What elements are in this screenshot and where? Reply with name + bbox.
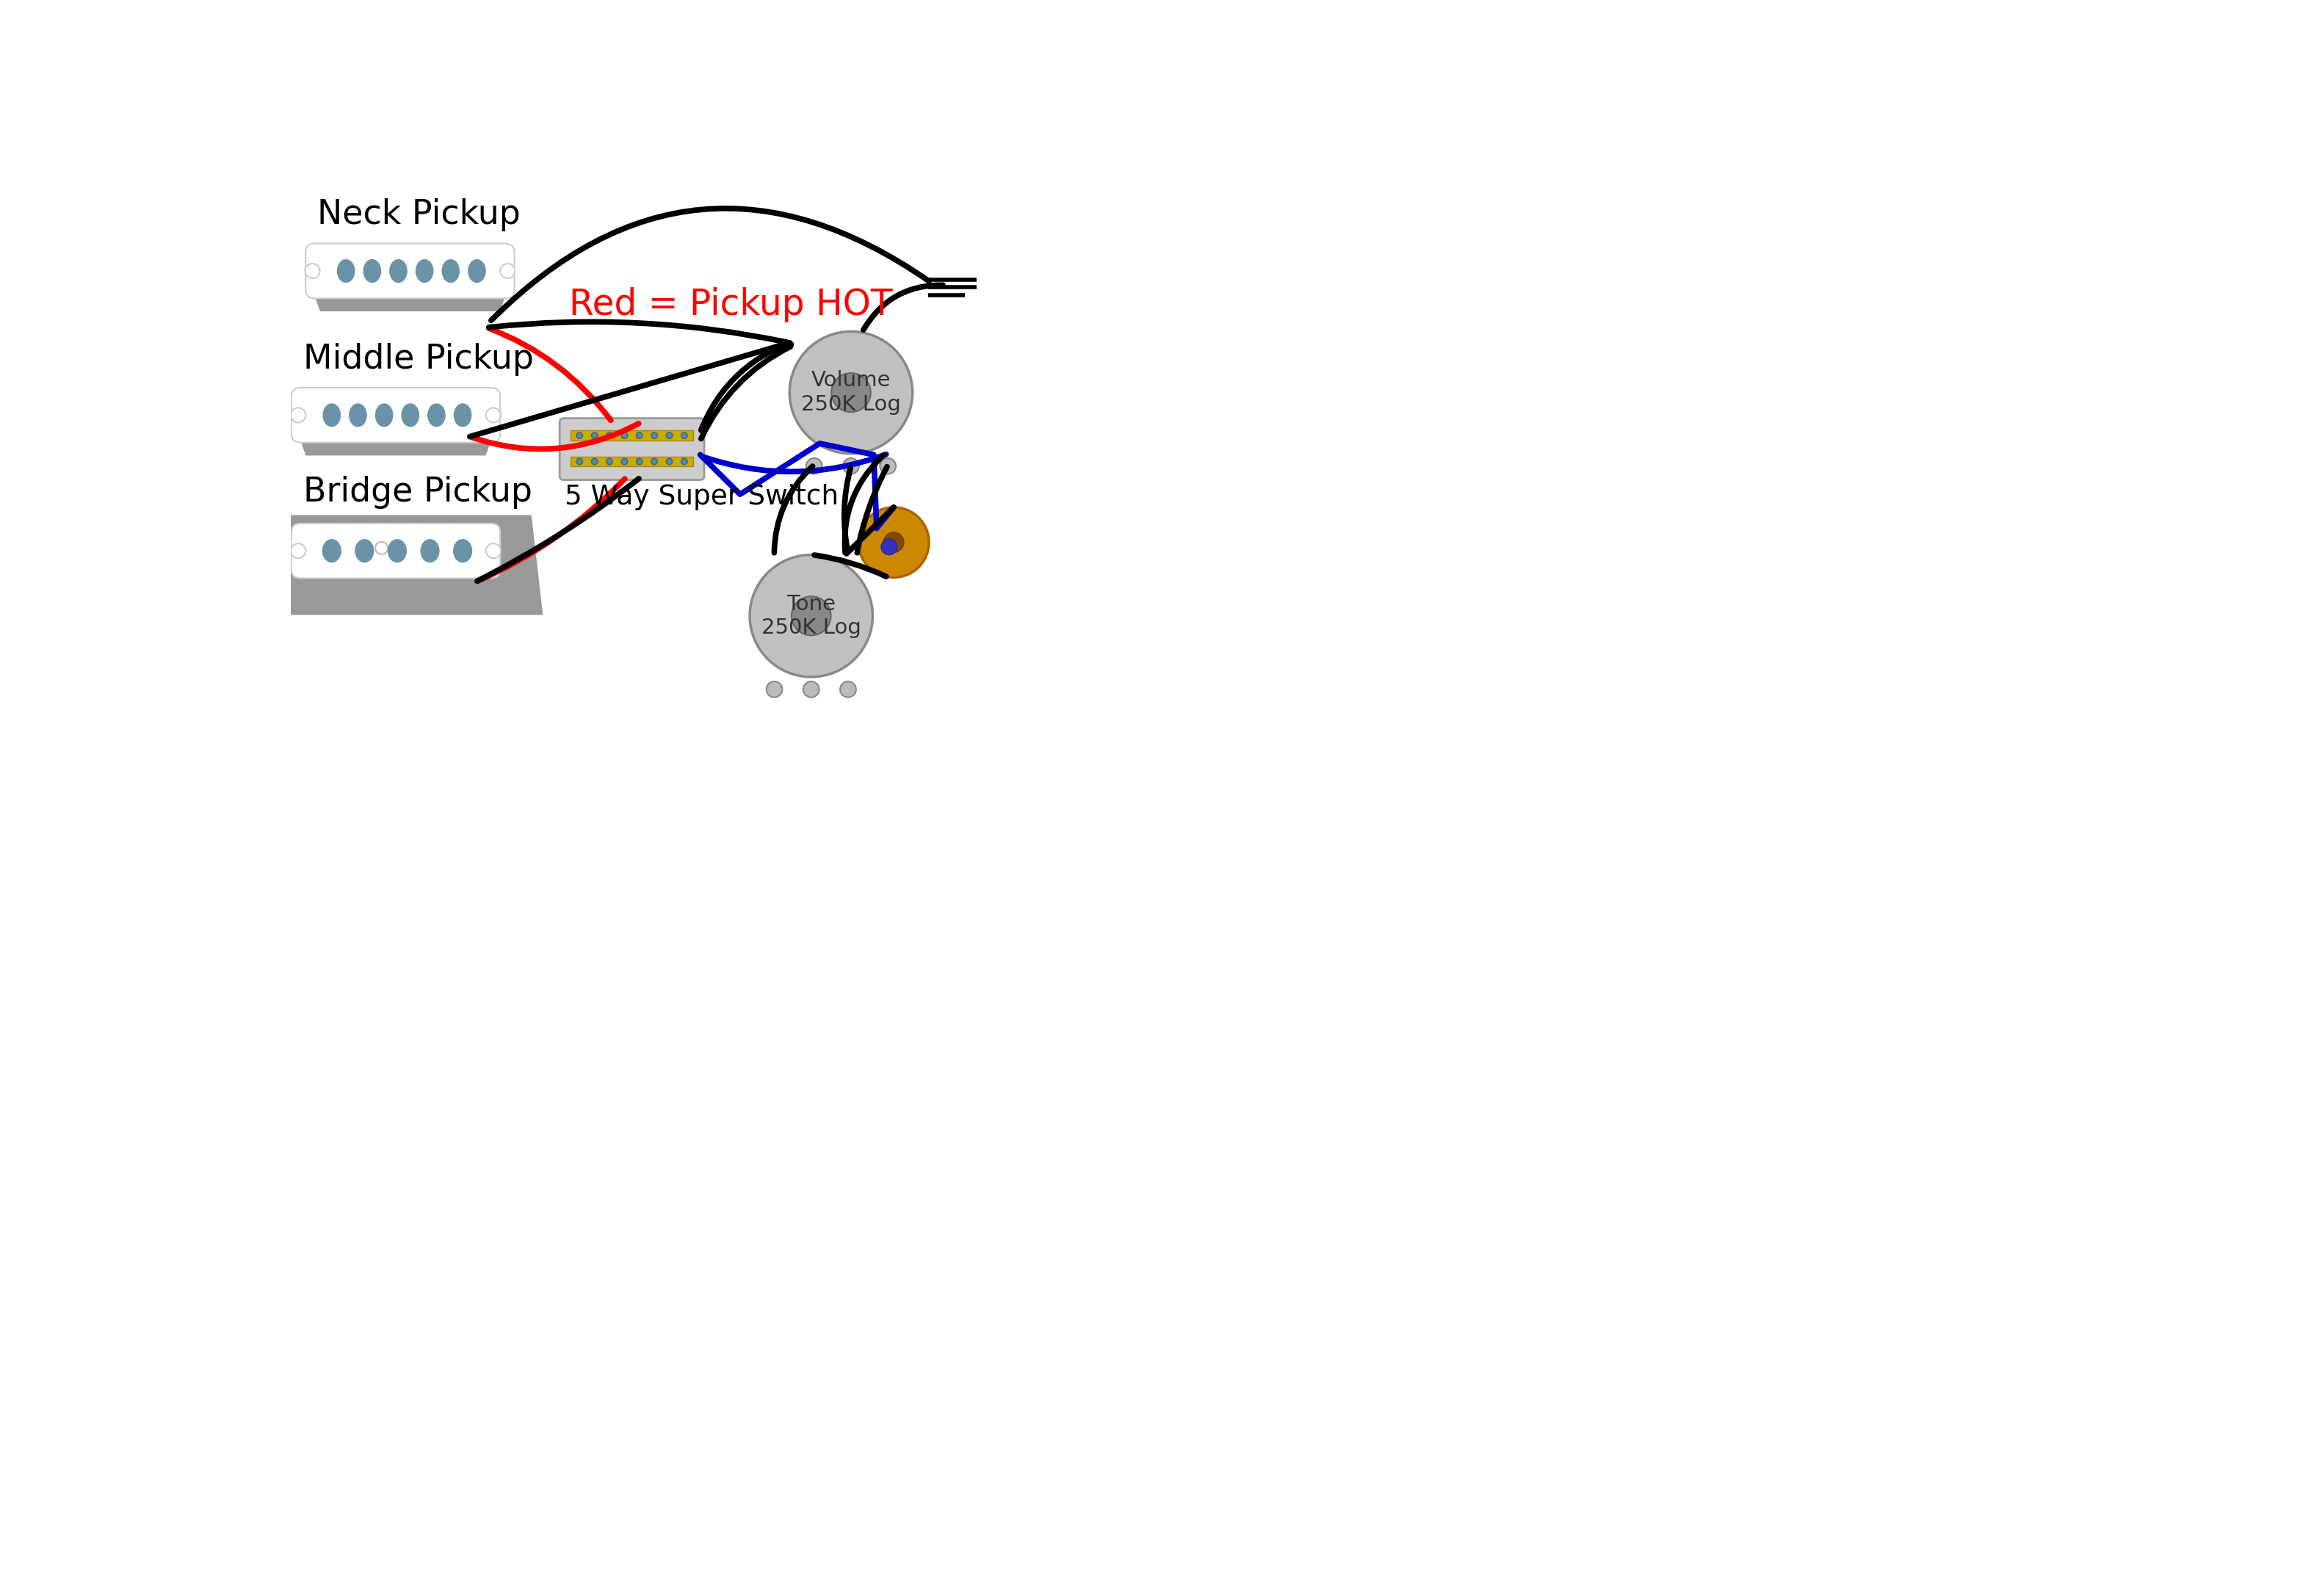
- Bar: [569, 430, 693, 441]
- Polygon shape: [311, 287, 509, 310]
- Circle shape: [637, 433, 641, 438]
- Circle shape: [607, 458, 614, 465]
- FancyBboxPatch shape: [560, 419, 704, 480]
- Circle shape: [790, 331, 913, 454]
- Circle shape: [486, 408, 500, 422]
- Circle shape: [651, 458, 658, 465]
- Circle shape: [621, 433, 627, 438]
- Text: Bridge Pickup: Bridge Pickup: [302, 476, 532, 509]
- Circle shape: [667, 458, 672, 465]
- Circle shape: [637, 458, 641, 465]
- Circle shape: [667, 433, 672, 438]
- Circle shape: [590, 458, 597, 465]
- Text: Red = Pickup HOT: Red = Pickup HOT: [569, 287, 892, 323]
- Ellipse shape: [428, 403, 444, 427]
- Ellipse shape: [469, 260, 486, 282]
- Circle shape: [767, 682, 783, 698]
- Polygon shape: [249, 515, 541, 614]
- Circle shape: [881, 539, 897, 554]
- Circle shape: [681, 458, 688, 465]
- Text: 5 Way Super Switch: 5 Way Super Switch: [565, 484, 839, 510]
- FancyBboxPatch shape: [304, 244, 514, 298]
- Circle shape: [804, 682, 818, 698]
- Text: Neck Pickup: Neck Pickup: [318, 198, 521, 232]
- Ellipse shape: [416, 260, 432, 282]
- Text: Tone
250K Log: Tone 250K Log: [762, 594, 862, 638]
- FancyBboxPatch shape: [290, 387, 500, 443]
- Ellipse shape: [453, 540, 472, 562]
- Ellipse shape: [390, 260, 407, 282]
- Ellipse shape: [323, 403, 339, 427]
- Text: Middle Pickup: Middle Pickup: [302, 343, 535, 376]
- Ellipse shape: [442, 260, 460, 282]
- Ellipse shape: [388, 540, 407, 562]
- Circle shape: [681, 433, 688, 438]
- Circle shape: [751, 554, 872, 677]
- Circle shape: [881, 458, 895, 474]
- Circle shape: [621, 458, 627, 465]
- Ellipse shape: [323, 540, 342, 562]
- Circle shape: [844, 458, 860, 474]
- Circle shape: [374, 542, 388, 554]
- Bar: [569, 457, 693, 466]
- Polygon shape: [297, 430, 495, 455]
- Circle shape: [290, 543, 304, 558]
- Circle shape: [486, 543, 500, 558]
- Circle shape: [500, 263, 516, 279]
- Circle shape: [806, 458, 823, 474]
- Circle shape: [832, 373, 872, 413]
- FancyBboxPatch shape: [290, 523, 500, 578]
- Circle shape: [839, 682, 855, 698]
- Circle shape: [651, 433, 658, 438]
- Ellipse shape: [421, 540, 439, 562]
- Circle shape: [792, 597, 832, 635]
- Circle shape: [858, 507, 930, 578]
- Ellipse shape: [363, 260, 381, 282]
- Circle shape: [576, 458, 583, 465]
- Circle shape: [607, 433, 614, 438]
- Ellipse shape: [376, 403, 393, 427]
- Circle shape: [883, 532, 904, 553]
- Circle shape: [304, 263, 321, 279]
- Circle shape: [576, 433, 583, 438]
- Circle shape: [590, 433, 597, 438]
- Ellipse shape: [402, 403, 418, 427]
- Text: Volume
250K Log: Volume 250K Log: [802, 370, 902, 414]
- Ellipse shape: [337, 260, 356, 282]
- Ellipse shape: [356, 540, 374, 562]
- Ellipse shape: [453, 403, 472, 427]
- Circle shape: [290, 408, 304, 422]
- Ellipse shape: [349, 403, 367, 427]
